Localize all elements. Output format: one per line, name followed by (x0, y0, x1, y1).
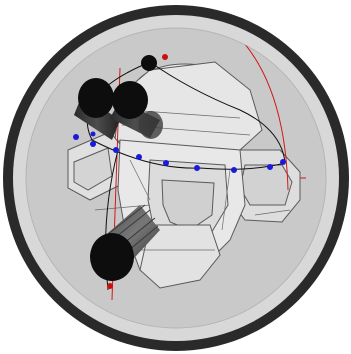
control-point[interactable] (280, 159, 286, 165)
gripper-cylinder-icon[interactable] (90, 204, 160, 281)
control-point[interactable] (136, 154, 142, 160)
control-point[interactable] (163, 160, 169, 166)
control-point[interactable] (73, 134, 79, 140)
control-point[interactable] (90, 141, 96, 147)
control-point[interactable] (194, 165, 200, 171)
control-points (73, 131, 286, 173)
control-point[interactable] (231, 167, 237, 173)
control-point[interactable] (90, 131, 96, 137)
control-point[interactable] (113, 147, 119, 153)
control-point[interactable] (267, 164, 273, 170)
anchor-point[interactable] (107, 283, 113, 289)
anchor-point[interactable] (162, 54, 168, 60)
tool-tip-marker[interactable] (141, 55, 157, 71)
gripper-cylinder-icon[interactable] (74, 78, 163, 140)
